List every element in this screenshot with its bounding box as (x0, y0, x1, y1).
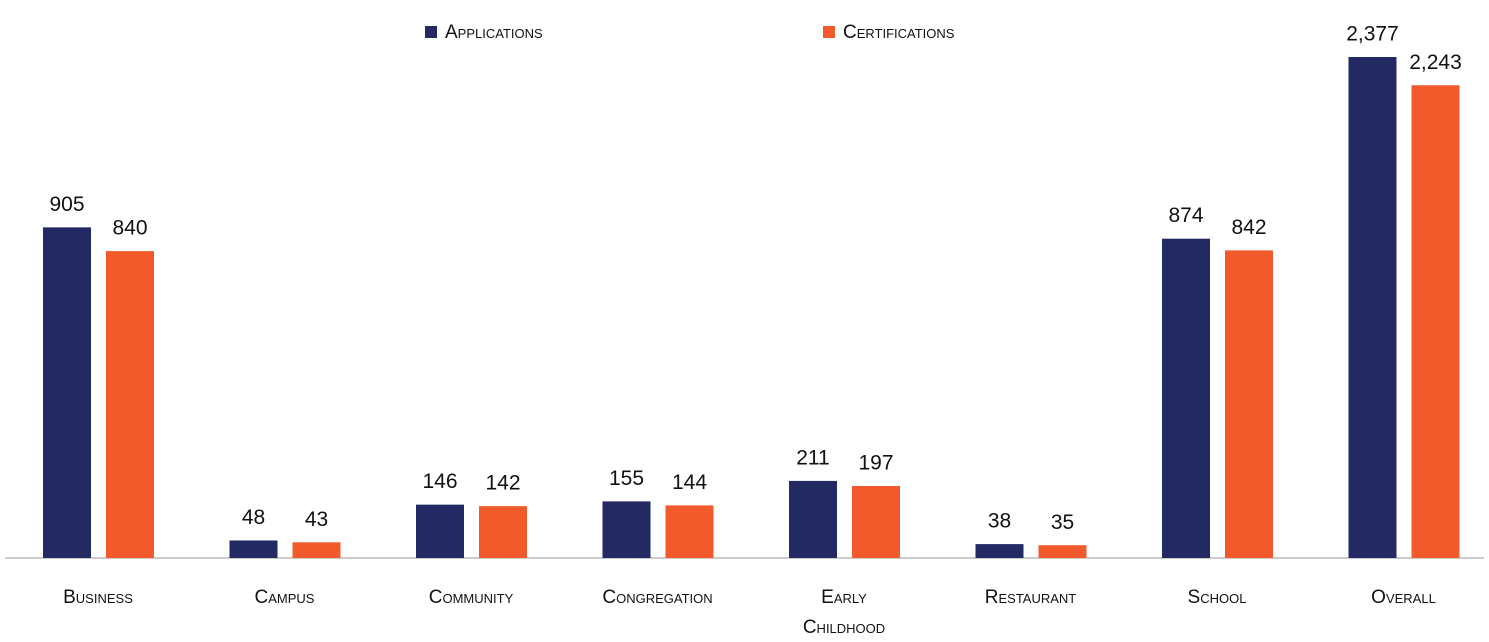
data-label: 874 (1168, 204, 1203, 227)
x-tick-label: Business (63, 587, 133, 608)
data-label: 38 (988, 510, 1011, 533)
bar (1411, 85, 1460, 558)
bar (602, 501, 651, 558)
data-label: 35 (1051, 511, 1074, 534)
bar (852, 486, 900, 558)
x-tick-label: Early Childhood (803, 587, 885, 638)
bar (975, 544, 1024, 558)
bar (1225, 250, 1273, 558)
legend-label: Applications (445, 22, 543, 43)
data-label: 43 (305, 508, 328, 531)
bar (43, 227, 91, 558)
data-label: 197 (858, 452, 893, 475)
bar (789, 480, 837, 558)
data-label: 842 (1231, 216, 1266, 239)
data-label: 142 (485, 472, 520, 495)
bar (229, 540, 278, 558)
x-tick-label: Restaurant (985, 587, 1077, 608)
x-tick-label-line: Childhood (803, 617, 885, 638)
legend-swatch (823, 26, 835, 38)
bar (106, 251, 154, 558)
x-tick-label: Congregation (602, 587, 712, 608)
data-label: 2,243 (1409, 51, 1462, 74)
x-tick-label: Overall (1371, 587, 1436, 608)
legend-swatch (425, 26, 437, 38)
bar (1038, 545, 1087, 558)
data-label: 146 (422, 470, 457, 493)
data-label: 905 (49, 193, 84, 216)
bar (416, 504, 464, 558)
data-label: 211 (796, 446, 829, 469)
x-tick-label-line: Early (821, 587, 867, 608)
bar (292, 542, 341, 558)
bar (1348, 57, 1397, 559)
data-label: 840 (112, 217, 147, 240)
x-tick-label: School (1188, 587, 1247, 608)
data-label: 144 (672, 471, 707, 494)
legend-label: Certifications (843, 22, 955, 43)
data-label: 155 (609, 467, 644, 490)
x-tick-label: Community (429, 587, 514, 608)
data-label: 48 (242, 506, 265, 529)
bar (1162, 238, 1210, 558)
bar (665, 505, 714, 558)
x-tick-label: Campus (255, 587, 315, 608)
bar (479, 506, 527, 558)
data-label: 2,377 (1346, 23, 1399, 46)
